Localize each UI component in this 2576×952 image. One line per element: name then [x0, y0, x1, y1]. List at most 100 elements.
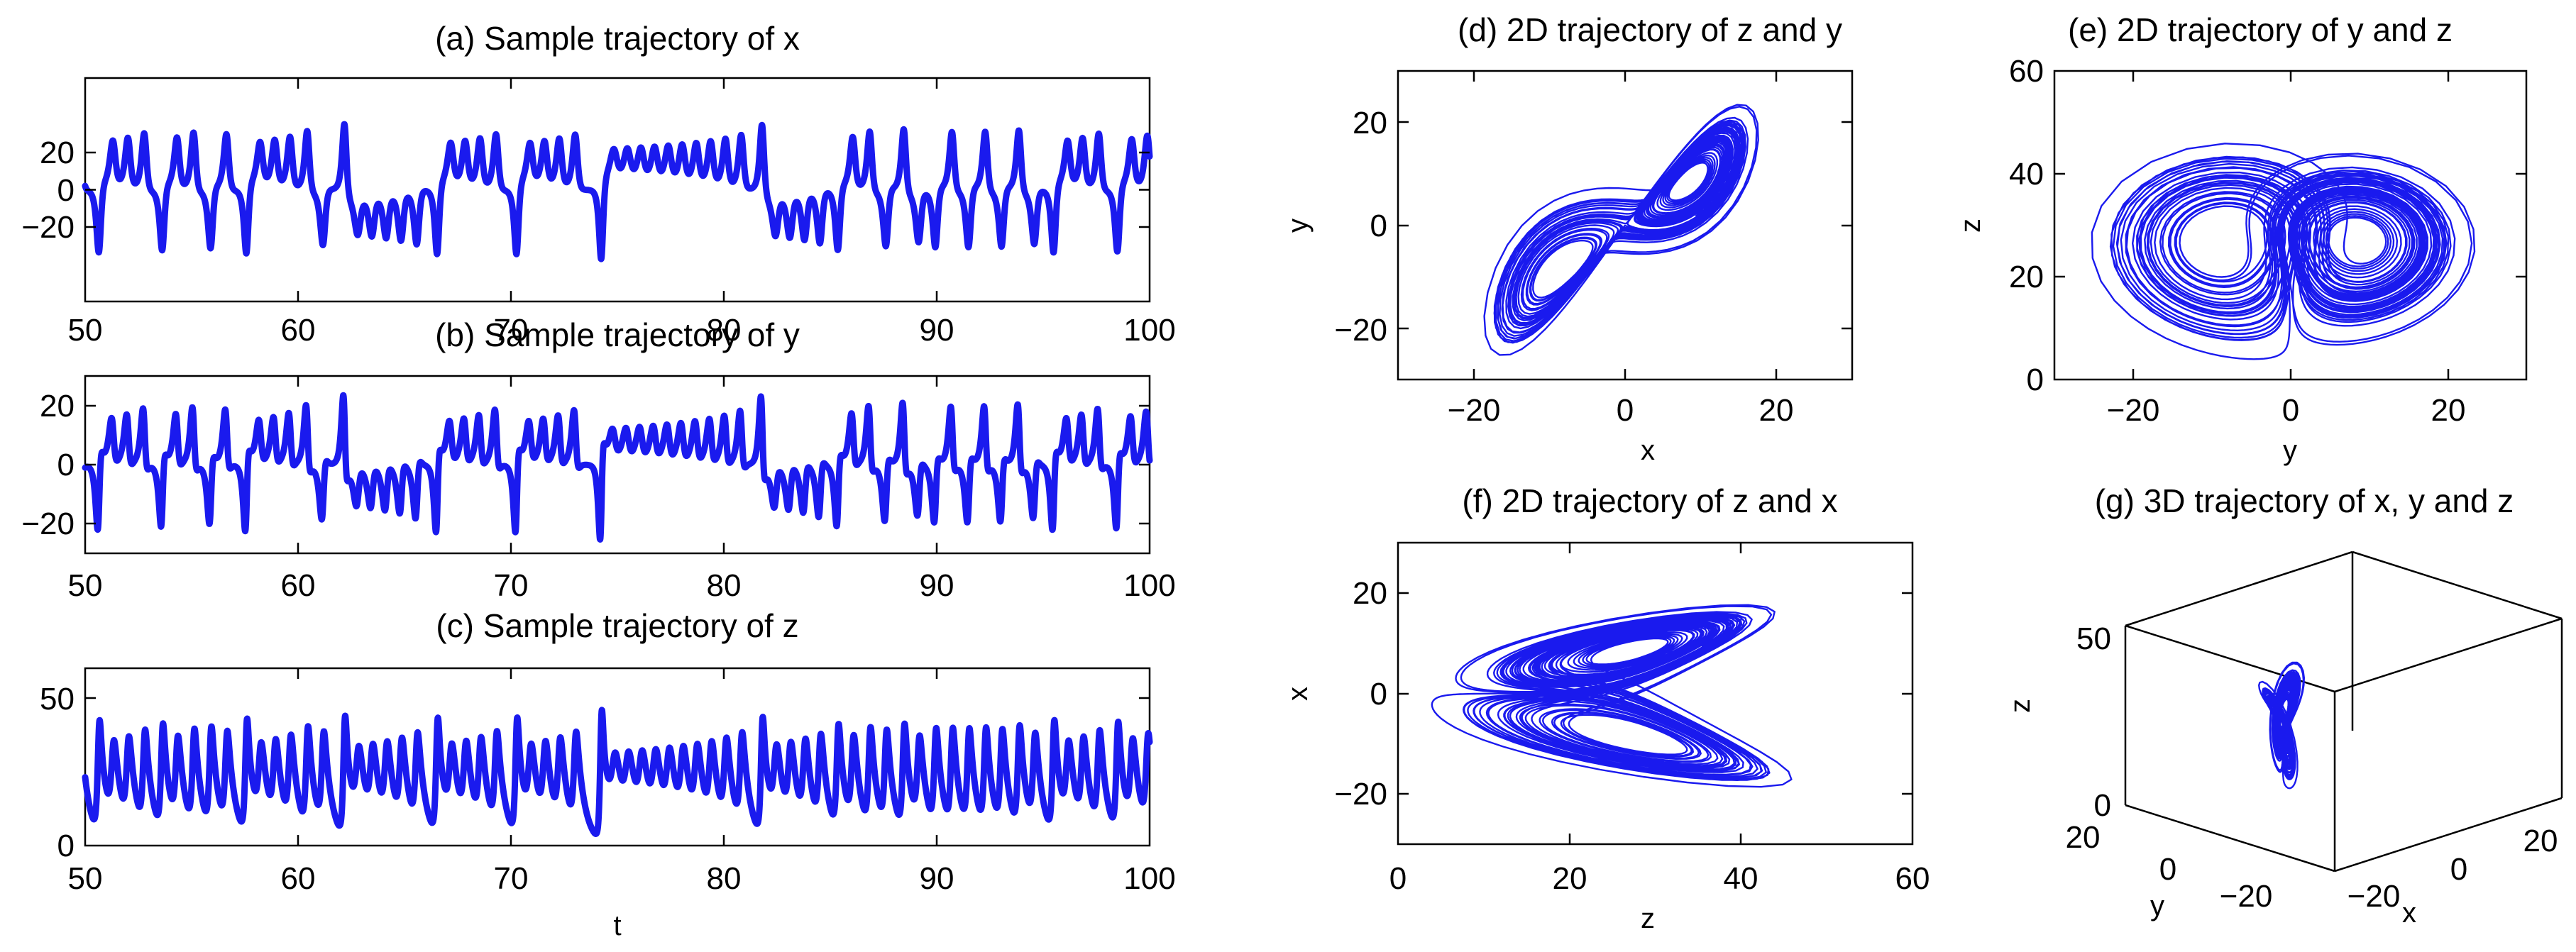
panel-f-xtick-0: 0 — [1389, 861, 1407, 896]
panel-g-ztick-0: 0 — [2094, 788, 2111, 823]
panel-d-xtick-neg20: −20 — [1448, 393, 1501, 428]
panel-f: (f) 2D trajectory of z and x 0 20 40 60 … — [1282, 482, 1930, 934]
panel-c-xtick-80: 80 — [707, 861, 742, 896]
panel-f-xtick-60: 60 — [1895, 861, 1930, 896]
panel-c-xtick-70: 70 — [494, 861, 529, 896]
panel-c-xtick-50: 50 — [68, 861, 103, 896]
panel-g-xlabel: x — [2402, 897, 2416, 929]
panel-b-xtick-90: 90 — [920, 568, 954, 603]
panel-c-tick-marks — [85, 668, 1150, 846]
panel-c-ytick-0: 0 — [57, 829, 75, 863]
panel-d-x-ticks: −20 0 20 — [1448, 393, 1794, 428]
panel-b-tick-marks — [85, 376, 1150, 553]
panel-e-title: (e) 2D trajectory of y and z — [2068, 11, 2453, 48]
panel-a-xtick-90: 90 — [920, 313, 954, 348]
panel-g-ytick-0: 0 — [2159, 852, 2176, 887]
panel-e-xlabel: y — [2283, 435, 2297, 466]
panel-f-title: (f) 2D trajectory of z and x — [1462, 482, 1837, 519]
panel-g-x-ticks: −20 0 20 — [2347, 824, 2558, 914]
panel-f-ytick-0: 0 — [1370, 677, 1387, 712]
panel-d-title: (d) 2D trajectory of z and y — [1458, 11, 1842, 48]
panel-c-y-ticks: 0 50 — [40, 682, 75, 863]
panel-a-xtick-70: 70 — [494, 313, 529, 348]
panel-b-series-y — [82, 392, 1153, 543]
panel-g-ytick-neg20: −20 — [2220, 879, 2273, 914]
panel-g: (g) 3D trajectory of x, y and z 0 50 z 2… — [2005, 482, 2563, 929]
panel-a-xtick-50: 50 — [68, 313, 103, 348]
panel-a-title: (a) Sample trajectory of x — [435, 20, 800, 57]
panel-b-xtick-100: 100 — [1123, 568, 1175, 603]
panel-a-ytick-20: 20 — [40, 135, 75, 170]
panel-e-xtick-0: 0 — [2282, 393, 2299, 428]
panel-f-ytick-20: 20 — [1353, 576, 1387, 611]
panel-b-xtick-60: 60 — [281, 568, 316, 603]
panel-f-xtick-20: 20 — [1553, 861, 1587, 896]
panel-f-ytick-neg20: −20 — [1334, 777, 1387, 812]
panel-d-xlabel: x — [1641, 435, 1655, 466]
panel-b-y-ticks: −20 0 20 — [21, 389, 75, 541]
panel-f-tick-marks — [1398, 543, 1912, 844]
panel-g-ylabel: y — [2150, 890, 2164, 921]
panel-c-x-ticks: 50 60 70 80 90 100 — [68, 861, 1176, 896]
panel-e-xtick-20: 20 — [2431, 393, 2466, 428]
panel-b-title: (b) Sample trajectory of y — [435, 316, 800, 353]
panel-g-z-ticks: 0 50 — [2076, 621, 2111, 823]
panel-d-ytick-neg20: −20 — [1334, 313, 1387, 348]
panel-g-ytick-20: 20 — [2066, 820, 2101, 855]
panel-f-series-zx — [1431, 604, 1793, 788]
panel-c-xlabel: t — [613, 910, 621, 941]
panel-d-ytick-20: 20 — [1353, 106, 1387, 140]
panel-d-xtick-0: 0 — [1617, 393, 1634, 428]
panel-a-x-ticks: 50 60 70 80 90 100 — [68, 313, 1176, 348]
panel-e-ytick-60: 60 — [2009, 54, 2044, 89]
panel-b-ytick-20: 20 — [40, 389, 75, 424]
panel-a-tick-marks — [85, 78, 1150, 301]
panel-f-ylabel: x — [1282, 687, 1314, 701]
panel-g-xtick-neg20: −20 — [2347, 879, 2401, 914]
panel-a-y-ticks: −20 0 20 — [21, 135, 75, 245]
panel-e-xtick-neg20: −20 — [2107, 393, 2160, 428]
panel-a-xtick-100: 100 — [1123, 313, 1175, 348]
panel-f-x-ticks: 0 20 40 60 — [1389, 861, 1930, 896]
panel-c-xtick-60: 60 — [281, 861, 316, 896]
panel-f-y-ticks: −20 0 20 — [1334, 576, 1387, 812]
panel-b-xtick-70: 70 — [494, 568, 529, 603]
panel-e: (e) 2D trajectory of y and z −20 0 20 y … — [1955, 11, 2528, 466]
panel-e-ytick-0: 0 — [2027, 362, 2044, 397]
panel-g-series-xyz — [2258, 661, 2305, 790]
panel-g-xtick-20: 20 — [2523, 824, 2558, 858]
panel-d-ytick-0: 0 — [1370, 209, 1387, 243]
panel-g-xtick-0: 0 — [2450, 852, 2467, 887]
panel-g-zlabel: z — [2005, 699, 2036, 713]
panel-d-tick-marks — [1398, 71, 1852, 380]
panel-c-xtick-100: 100 — [1123, 861, 1175, 896]
panel-e-x-ticks: −20 0 20 — [2107, 393, 2466, 428]
panel-a-series-x — [82, 121, 1153, 262]
panel-g-box — [2124, 550, 2563, 873]
panel-f-xlabel: z — [1641, 903, 1655, 934]
panel-e-tick-marks — [2054, 71, 2526, 380]
panel-b-ytick-neg20: −20 — [21, 507, 75, 541]
panel-c: (c) Sample trajectory of z 50 60 70 80 9… — [40, 607, 1176, 941]
panel-b-x-ticks: 50 60 70 80 90 100 — [68, 568, 1176, 603]
panel-d: (d) 2D trajectory of z and y −20 0 20 x … — [1282, 11, 1854, 466]
panel-c-series-z — [82, 707, 1153, 837]
panel-e-y-ticks: 0 20 40 60 — [2009, 54, 2044, 397]
panel-a-xtick-60: 60 — [281, 313, 316, 348]
panel-b-ytick-0: 0 — [57, 448, 75, 482]
panel-b: (b) Sample trajectory of y 50 60 70 80 9… — [21, 316, 1175, 603]
panel-d-xtick-20: 20 — [1759, 393, 1794, 428]
panel-b-xtick-80: 80 — [707, 568, 742, 603]
panel-e-ylabel: z — [1955, 218, 1986, 233]
panel-g-ztick-50: 50 — [2076, 621, 2111, 656]
panel-c-xtick-90: 90 — [920, 861, 954, 896]
panel-b-xtick-50: 50 — [68, 568, 103, 603]
panel-a-ytick-neg20: −20 — [21, 210, 75, 245]
panel-e-ytick-40: 40 — [2009, 157, 2044, 192]
panel-d-ylabel: y — [1282, 218, 1314, 233]
panel-d-y-ticks: −20 0 20 — [1334, 106, 1387, 348]
panel-c-title: (c) Sample trajectory of z — [436, 607, 798, 644]
panel-a-ytick-0: 0 — [57, 173, 75, 208]
panel-g-title: (g) 3D trajectory of x, y and z — [2095, 482, 2514, 519]
